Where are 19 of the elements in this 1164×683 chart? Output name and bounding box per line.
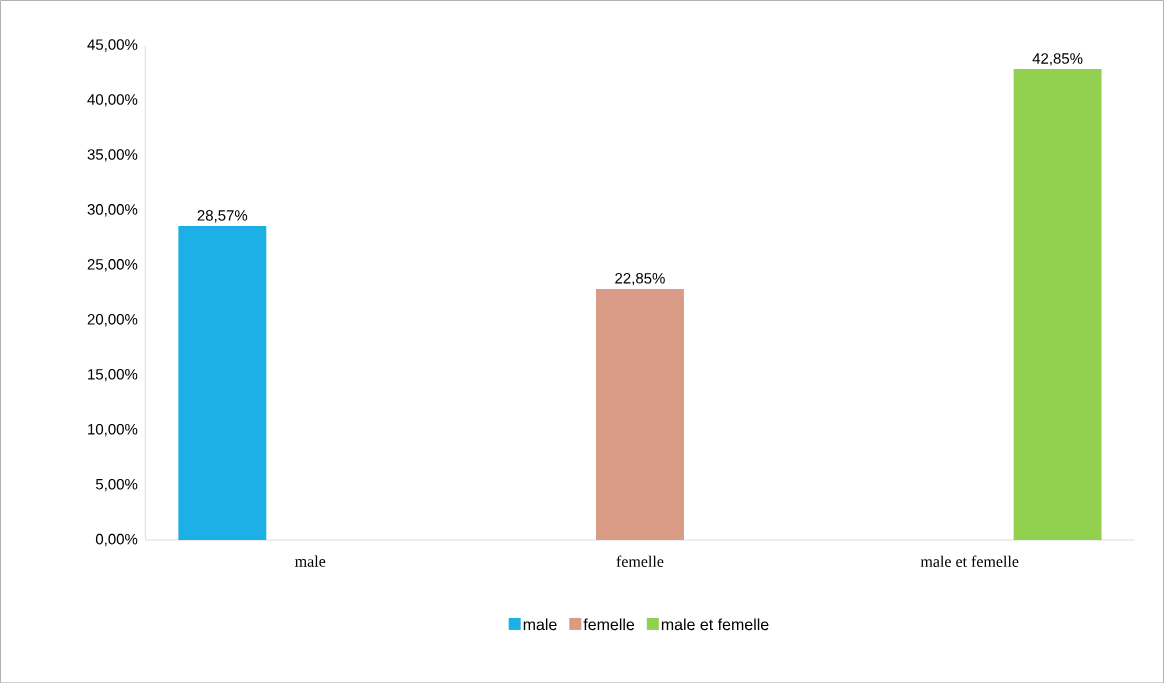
y-tick-label: 45,00% <box>87 39 138 52</box>
y-tick-label: 35,00% <box>87 148 138 162</box>
y-tick-label: 5,00% <box>95 478 138 492</box>
x-tick-label: femelle <box>616 555 664 567</box>
y-tick-label: 10,00% <box>88 423 138 437</box>
legend-label: femelle <box>583 618 635 630</box>
legend-label: male et femelle <box>661 618 769 630</box>
y-tick-label: 30,00% <box>87 203 138 217</box>
data-label: 22,85% <box>615 272 665 286</box>
x-tick-label: male <box>295 555 326 567</box>
y-tick-label: 40,00% <box>87 94 138 107</box>
x-tick-label: male et femelle <box>920 555 1019 567</box>
y-tick-label: 0,00% <box>95 533 138 547</box>
legend-label: male <box>523 618 557 630</box>
y-tick-label: 25,00% <box>87 258 138 272</box>
data-label: 42,85% <box>1032 52 1083 66</box>
data-label: 28,57% <box>197 209 248 223</box>
y-tick-label: 15,00% <box>88 368 138 382</box>
y-tick-label: 20,00% <box>87 313 138 327</box>
